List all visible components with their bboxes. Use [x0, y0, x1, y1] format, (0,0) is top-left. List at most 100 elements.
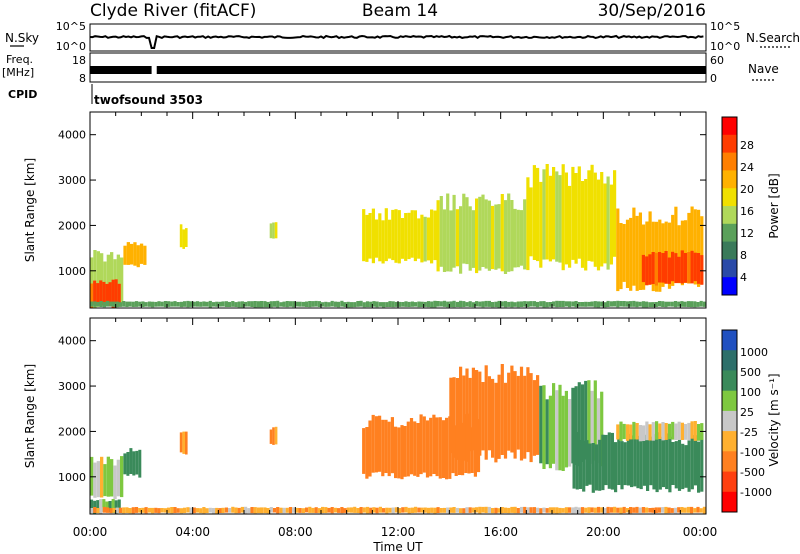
power_panel-cell	[362, 302, 366, 308]
velocity_panel-cell	[575, 432, 579, 490]
velocity_panel-cell	[468, 377, 472, 452]
time-axis: 00:00 04:00 08:00 12:00 16:00 20:00 00:0…	[73, 525, 718, 554]
velocity_panel-cell	[192, 507, 196, 514]
velocity_panel-cell	[484, 365, 488, 460]
velocity_panel-cell	[638, 425, 642, 442]
power_panel-cell	[160, 301, 164, 307]
power_panel-cell	[494, 301, 498, 308]
power_panel-cell	[93, 280, 97, 305]
power_panel-cell	[353, 302, 357, 308]
power_panel-cell	[93, 301, 97, 307]
power_panel-cell	[398, 301, 402, 307]
power-colorbar-swatch	[722, 241, 737, 260]
power_panel-cell	[108, 282, 112, 307]
velocity_panel-cell	[419, 414, 423, 475]
power_panel-cell	[667, 222, 672, 289]
power_panel-cell	[391, 209, 395, 261]
power_panel-cell	[596, 301, 601, 308]
power_panel-cell	[606, 300, 610, 307]
power_panel-cell	[648, 302, 652, 308]
power_panel-ytick: 2000	[58, 219, 86, 232]
nave-right-tick-top: 60	[710, 54, 724, 67]
power_panel-cell	[697, 209, 701, 287]
power_panel-cell	[648, 211, 652, 284]
velocity_panel-cell	[574, 386, 578, 465]
velocity-colorbar-swatch	[722, 431, 737, 452]
velocity_panel-cell	[584, 507, 588, 513]
power-colorbar-swatch	[722, 206, 737, 225]
velocity_panel-cell	[346, 507, 350, 513]
power_panel-cell	[548, 175, 552, 262]
power_panel-cell	[378, 302, 382, 307]
velocity_panel-cell	[487, 376, 491, 451]
velocity_panel-cell	[123, 453, 127, 475]
velocity_panel-cell	[390, 417, 394, 474]
velocity-colorbar-swatch	[722, 451, 737, 472]
power_panel-cell	[365, 214, 369, 262]
power_panel-cell	[507, 193, 511, 272]
power_panel-cell	[407, 212, 411, 260]
power_panel-cell	[584, 179, 588, 271]
power_panel-cell	[590, 301, 594, 307]
power_panel-cell	[382, 302, 386, 308]
power_panel-ytick: 3000	[58, 174, 86, 187]
velocity_panel-cell	[90, 508, 94, 513]
velocity_panel-cell	[452, 377, 456, 458]
velocity_panel-cell	[96, 508, 100, 514]
velocity_panel-cell	[475, 370, 479, 454]
velocity_panel-cell	[387, 421, 391, 477]
power_panel-cell	[571, 166, 575, 260]
velocity_panel-cell	[613, 506, 617, 513]
velocity_panel-cell	[118, 507, 123, 513]
velocity_panel-cell	[231, 506, 235, 513]
velocity_panel-cell	[253, 507, 257, 514]
power_panel-cell	[487, 200, 491, 271]
power_panel-cell	[561, 164, 565, 271]
velocity_panel-ytick: 2000	[58, 425, 86, 438]
velocity_panel-cell	[134, 507, 139, 513]
power_panel-cell	[211, 302, 216, 307]
power_panel-cell	[687, 212, 691, 284]
power_panel-cell	[654, 252, 658, 286]
velocity_panel-cell	[103, 464, 107, 497]
velocity_panel-cell	[391, 507, 395, 514]
velocity_panel-cell	[507, 372, 511, 451]
velocity_panel-cell	[686, 506, 690, 513]
velocity_panel-cell	[433, 507, 437, 514]
power_panel-cell	[240, 301, 244, 308]
power_panel-cell	[93, 250, 97, 308]
power_panel-cell	[288, 301, 293, 307]
velocity_panel-cell	[126, 452, 130, 476]
velocity_panel-cell	[667, 423, 672, 440]
velocity_panel-cell	[558, 507, 562, 514]
power_panel-cell	[519, 210, 524, 266]
power_panel-cell	[552, 167, 556, 260]
power_panel-cell	[548, 302, 552, 307]
velocity_panel-cell	[539, 385, 543, 464]
velocity_panel-cell	[321, 506, 325, 513]
power_panel-cell	[436, 200, 440, 272]
velocity_panel-cell	[179, 432, 183, 453]
frequency-trace	[90, 66, 706, 74]
power_panel-cell	[410, 301, 414, 307]
velocity_panel-cell	[183, 507, 187, 513]
power_panel-cell	[667, 257, 671, 284]
power_panel-cell	[536, 167, 540, 262]
velocity_panel-cell	[616, 507, 620, 513]
velocity_panel-cell	[655, 432, 659, 493]
velocity_panel-cell	[372, 507, 376, 513]
velocity_panel-cell	[407, 507, 411, 514]
power_panel-cell	[333, 301, 337, 307]
velocity_panel-cell	[381, 419, 385, 477]
power-colorbar: 28 24 20 16 12 8 4 Power [dB]	[721, 116, 781, 296]
velocity_panel-cell	[420, 507, 424, 513]
velocity_panel-cell	[680, 507, 684, 513]
power-colorbar-tick-6: 4	[740, 271, 747, 284]
velocity_panel-cell	[128, 508, 132, 514]
power_panel-cell	[571, 301, 575, 307]
power_panel-cell	[664, 251, 668, 284]
power_panel-cell	[167, 301, 171, 307]
power_panel-cell	[494, 204, 498, 270]
power_panel-cell	[381, 220, 385, 264]
